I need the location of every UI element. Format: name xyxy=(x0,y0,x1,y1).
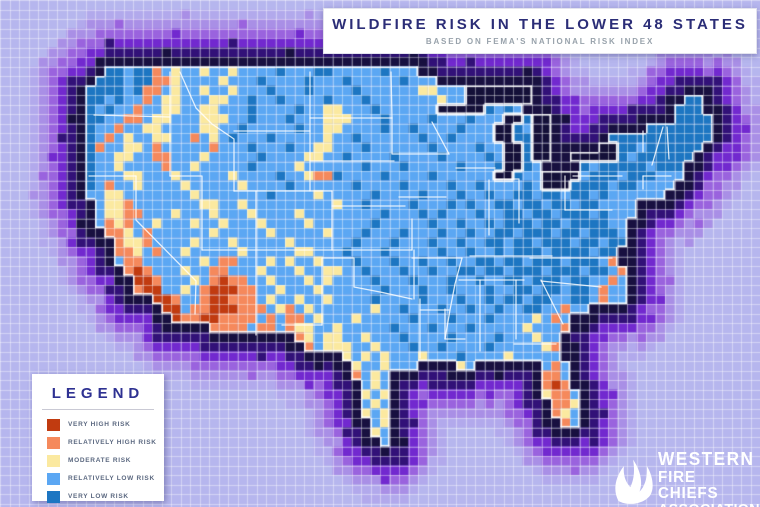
legend-swatch xyxy=(47,454,60,467)
legend-swatch xyxy=(47,418,60,431)
legend-item: VERY HIGH RISK xyxy=(47,418,164,431)
legend-title: LEGEND xyxy=(51,385,145,402)
legend-items: VERY HIGH RISK RELATIVELY HIGH RISK MODERA… xyxy=(47,418,164,503)
legend-label: VERY LOW RISK xyxy=(68,493,129,500)
legend-swatch xyxy=(47,472,60,485)
legend-swatch xyxy=(47,436,60,449)
legend-swatch xyxy=(47,490,60,503)
legend-panel: LEGEND VERY HIGH RISK RELATIVELY HIGH RIS… xyxy=(32,374,164,503)
legend-divider xyxy=(42,409,154,410)
logo-line-association: ASSOCIATION xyxy=(658,503,760,507)
legend-label: MODERATE RISK xyxy=(68,457,132,464)
legend-label: RELATIVELY LOW RISK xyxy=(68,475,155,482)
legend-item: RELATIVELY HIGH RISK xyxy=(47,436,164,449)
wfca-logo: WESTERN FIRE CHIEFS ASSOCIATION xyxy=(608,445,760,507)
page-subtitle: BASED ON FEMA'S NATIONAL RISK INDEX xyxy=(425,37,655,46)
logo-line-western: WESTERN xyxy=(658,449,755,469)
legend-item: MODERATE RISK xyxy=(47,454,164,467)
legend-label: VERY HIGH RISK xyxy=(68,421,131,428)
logo-line-fire-chiefs: FIRE CHIEFS xyxy=(658,469,719,502)
legend-item: VERY LOW RISK xyxy=(47,490,164,503)
legend-item: RELATIVELY LOW RISK xyxy=(47,472,164,485)
flame-w-icon xyxy=(615,459,653,504)
logo-text: WESTERN FIRE CHIEFS ASSOCIATION xyxy=(658,450,760,507)
title-banner: WILDFIRE RISK IN THE LOWER 48 STATES BAS… xyxy=(323,8,757,54)
legend-label: RELATIVELY HIGH RISK xyxy=(68,439,157,446)
page-title: WILDFIRE RISK IN THE LOWER 48 STATES xyxy=(332,16,748,33)
